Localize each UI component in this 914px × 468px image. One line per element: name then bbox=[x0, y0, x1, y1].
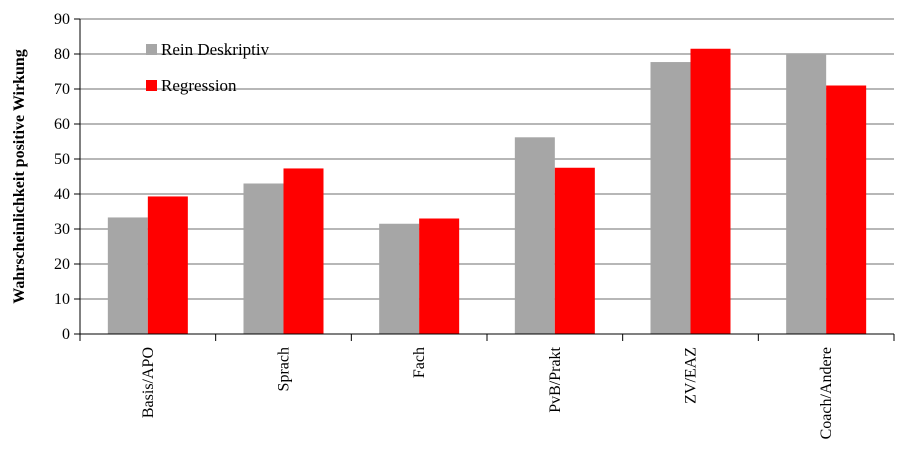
y-tick-label: 40 bbox=[54, 186, 70, 203]
bar-regression-zv-eaz bbox=[690, 48, 731, 334]
y-tick-label: 0 bbox=[62, 326, 70, 343]
legend-swatch bbox=[146, 44, 157, 55]
bar-rein-deskriptiv-basis-apo bbox=[107, 217, 148, 334]
y-tick-label: 80 bbox=[54, 46, 70, 63]
bar-regression-basis-apo bbox=[147, 196, 188, 334]
bar-rein-deskriptiv-sprach bbox=[243, 183, 284, 334]
bar-rein-deskriptiv-pvb-prakt bbox=[514, 137, 555, 334]
y-tick-label: 30 bbox=[54, 221, 70, 238]
y-tick-label: 90 bbox=[54, 11, 70, 28]
bar-rein-deskriptiv-fach bbox=[379, 223, 420, 334]
bar-rein-deskriptiv-zv-eaz bbox=[650, 62, 691, 335]
bar-regression-sprach bbox=[283, 168, 324, 334]
y-tick-label: 60 bbox=[54, 116, 70, 133]
x-tick-label: Coach/Andere bbox=[818, 347, 835, 439]
bar-regression-fach bbox=[419, 218, 460, 334]
legend-swatch bbox=[146, 80, 157, 91]
gridlines bbox=[74, 18, 895, 341]
y-tick-label: 50 bbox=[54, 151, 70, 168]
bar-rein-deskriptiv-coach-andere bbox=[786, 54, 827, 334]
x-tick-label: PvB/Prakt bbox=[547, 346, 564, 412]
bar-regression-coach-andere bbox=[826, 85, 867, 334]
axes bbox=[79, 19, 894, 335]
x-tick-label: Sprach bbox=[276, 347, 293, 391]
y-tick-label: 70 bbox=[54, 81, 70, 98]
legend-label: Regression bbox=[161, 76, 237, 95]
x-tick-label: Basis/APO bbox=[140, 347, 157, 418]
legend-label: Rein Deskriptiv bbox=[161, 40, 270, 59]
x-tick-label: ZV/EAZ bbox=[683, 347, 700, 404]
y-tick-label: 20 bbox=[54, 256, 70, 273]
bars bbox=[107, 48, 867, 335]
x-tick-label: Fach bbox=[411, 347, 428, 378]
y-tick-labels: 0 10 20 30 40 50 60 70 80 90 bbox=[54, 11, 70, 343]
y-tick-label: 10 bbox=[54, 291, 70, 308]
bar-regression-pvb-prakt bbox=[554, 167, 595, 334]
x-tick-labels: Basis/APO Sprach Fach PvB/Prakt ZV/EAZ Coach/… bbox=[140, 346, 835, 439]
legend: Rein Deskriptiv Regression bbox=[146, 40, 270, 95]
y-axis-label: Wahrscheinlichkeit positive Wirkung bbox=[11, 49, 28, 304]
